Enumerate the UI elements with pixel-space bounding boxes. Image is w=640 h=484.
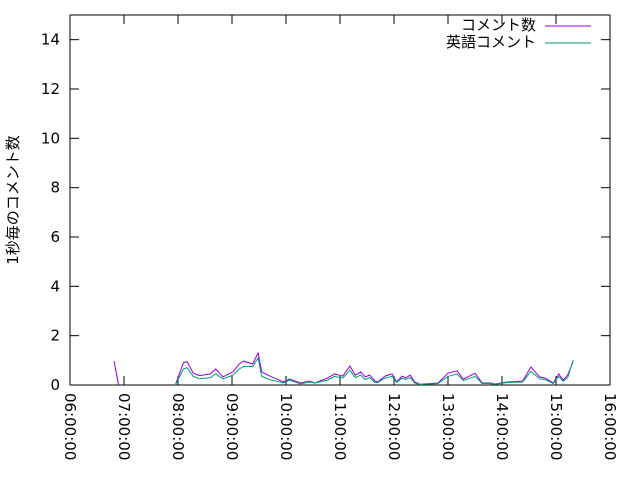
x-tick-label: 10:00:00 — [277, 393, 295, 460]
x-tick-label: 11:00:00 — [331, 393, 349, 460]
series-line-0 — [113, 361, 120, 386]
series-lines — [113, 351, 574, 386]
y-tick-label: 8 — [50, 179, 60, 197]
legend-label-1: 英語コメント — [446, 33, 536, 51]
plot-frame — [69, 14, 611, 386]
x-tick-label: 08:00:00 — [169, 393, 187, 460]
y-tick-label: 2 — [50, 327, 60, 345]
x-tick-label: 14:00:00 — [493, 393, 511, 460]
y-axis-label: 1秒毎のコメント数 — [4, 135, 22, 265]
axis-ticks: 0 2 4 6 8 10 12 14 06:00:00 07:00:00 08:00:00 09:00… — [41, 15, 619, 460]
x-tick-label: 15:00:00 — [547, 393, 565, 460]
x-tick-label: 06:00:00 — [61, 393, 79, 460]
legend: コメント数 英語コメント — [446, 16, 591, 51]
series-line-0 — [174, 351, 574, 386]
x-tick-label: 12:00:00 — [385, 393, 403, 460]
x-tick-label: 09:00:00 — [223, 393, 241, 460]
y-tick-label: 10 — [41, 129, 60, 147]
y-tick-label: 12 — [41, 80, 60, 98]
series-line-1 — [174, 356, 574, 386]
legend-label-0: コメント数 — [461, 16, 536, 34]
y-tick-label: 14 — [41, 31, 60, 49]
x-tick-label: 13:00:00 — [439, 393, 457, 460]
x-tick-label: 16:00:00 — [601, 393, 619, 460]
y-tick-label: 0 — [50, 376, 60, 394]
y-tick-label: 4 — [50, 277, 60, 295]
y-tick-label: 6 — [50, 228, 60, 246]
x-tick-label: 07:00:00 — [115, 393, 133, 460]
